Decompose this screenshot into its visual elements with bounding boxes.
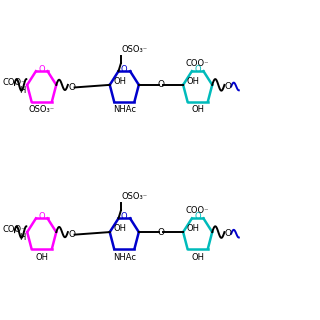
Text: COO⁻: COO⁻: [2, 225, 26, 234]
Text: OH: OH: [35, 253, 48, 262]
Text: O: O: [38, 212, 45, 221]
Text: O: O: [225, 82, 232, 91]
Text: OSO₃⁻: OSO₃⁻: [122, 45, 148, 54]
Text: COO⁻: COO⁻: [186, 59, 209, 68]
Text: H: H: [19, 233, 26, 242]
Text: NHAc: NHAc: [113, 106, 136, 115]
Text: COO⁻: COO⁻: [2, 78, 26, 87]
Text: O: O: [121, 212, 128, 221]
Text: O: O: [194, 65, 201, 74]
Text: OH: OH: [187, 224, 200, 233]
Text: O: O: [121, 65, 128, 74]
Text: O: O: [225, 229, 232, 238]
Text: O: O: [157, 80, 164, 89]
Text: OH: OH: [191, 106, 204, 115]
Text: OSO₃⁻: OSO₃⁻: [29, 106, 55, 115]
Text: O: O: [68, 83, 75, 92]
Text: OH: OH: [187, 77, 200, 86]
Text: OSO₃⁻: OSO₃⁻: [122, 192, 148, 202]
Text: O: O: [38, 65, 45, 74]
Text: OH: OH: [113, 77, 126, 86]
Text: OH: OH: [113, 224, 126, 233]
Text: O: O: [68, 230, 75, 239]
Text: H: H: [19, 86, 26, 95]
Text: O: O: [157, 228, 164, 236]
Text: O: O: [194, 212, 201, 221]
Text: NHAc: NHAc: [113, 253, 136, 262]
Text: OH: OH: [191, 253, 204, 262]
Text: COO⁻: COO⁻: [186, 206, 209, 215]
